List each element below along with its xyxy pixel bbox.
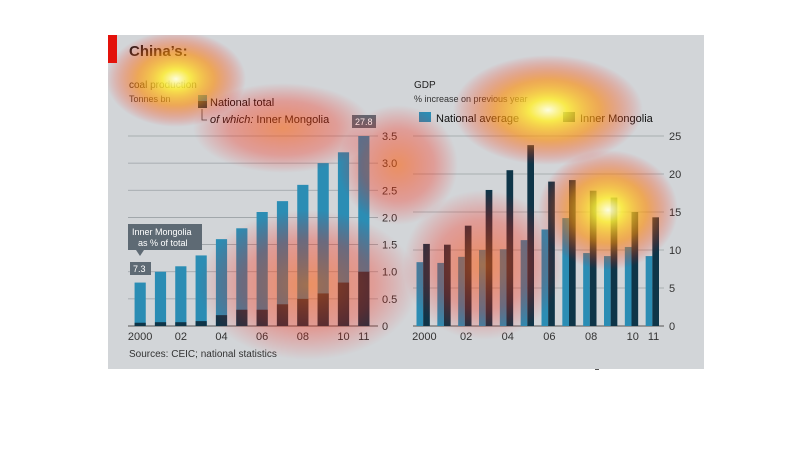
bar-inner-mongolia-gdp — [569, 180, 576, 326]
bar-inner-mongolia-gdp — [444, 244, 451, 326]
bar-national-total — [195, 255, 207, 326]
bar-inner-mongolia-coal — [256, 309, 268, 326]
gdp-bars — [416, 145, 659, 326]
y-tick-label: 3.0 — [382, 158, 397, 170]
bar-national-total — [256, 212, 268, 326]
legend-national-average: National average — [436, 113, 519, 125]
gdp-x-tick-labels: 2000 02 04 06 08 10 11 — [412, 331, 659, 343]
bar-national-average — [437, 262, 444, 326]
bar-national-total — [215, 239, 228, 326]
x-tick-label: 02 — [175, 331, 187, 343]
bar-inner-mongolia-coal — [317, 293, 329, 326]
x-tick-label: 2000 — [412, 331, 436, 343]
y-tick-label: 1.5 — [382, 240, 397, 252]
x-tick-label: 10 — [337, 331, 349, 343]
bar-inner-mongolia-coal — [236, 309, 248, 326]
bar-inner-mongolia-coal — [154, 322, 167, 326]
bar-inner-mongolia-gdp — [631, 212, 639, 326]
legend-inner-mongolia-coal: of which: Inner Mongolia — [210, 114, 330, 126]
y-tick-label: 3.5 — [382, 131, 397, 143]
x-tick-label: 02 — [460, 331, 472, 343]
y-tick-label: 25 — [669, 131, 681, 143]
legend-swatch-inner-mongolia-coal — [198, 101, 207, 108]
annotation-start-badge — [130, 262, 151, 275]
bar-inner-mongolia-gdp — [589, 190, 597, 326]
legend-inner-mongolia-gdp: Inner Mongolia — [580, 113, 654, 125]
bar-national-average — [562, 218, 569, 326]
annotation-pointer — [136, 250, 144, 256]
gdp-chart-title: GDP — [414, 80, 436, 91]
bar-inner-mongolia-gdp — [506, 170, 514, 326]
bar-inner-mongolia-coal — [134, 322, 146, 326]
coal-chart-subtitle: Tonnes bn — [129, 94, 171, 104]
gdp-chart-subtitle: % increase on previous year — [414, 94, 528, 104]
y-tick-label: 0 — [382, 321, 388, 333]
legend-connector — [201, 109, 207, 121]
y-tick-label: 5 — [669, 283, 675, 295]
bar-national-average — [645, 256, 653, 326]
bar-national-average — [458, 256, 465, 326]
x-tick-label: 08 — [585, 331, 597, 343]
bar-inner-mongolia-coal — [215, 315, 228, 326]
bar-national-average — [604, 256, 611, 326]
gdp-y-tick-labels: 0 5 10 15 20 25 — [669, 131, 681, 333]
bar-inner-mongolia-gdp — [527, 145, 534, 326]
bar-inner-mongolia-gdp — [610, 197, 618, 326]
bar-national-average — [499, 249, 507, 326]
coal-x-tick-labels: 2000 02 04 06 08 10 11 — [128, 331, 370, 343]
y-tick-label: 15 — [669, 207, 681, 219]
x-tick-label: 11 — [358, 331, 369, 343]
bar-inner-mongolia-gdp — [485, 189, 493, 326]
x-tick-label: 10 — [627, 331, 639, 343]
bar-national-average — [520, 240, 528, 326]
legend-swatch-inner-mongolia-gdp — [563, 112, 575, 122]
bar-national-average — [583, 253, 590, 326]
x-tick-label: 06 — [256, 331, 268, 343]
y-tick-label: 2.5 — [382, 185, 397, 197]
bar-national-total — [134, 282, 146, 326]
coal-chart-title: coal production — [129, 80, 197, 91]
y-tick-label: 20 — [669, 169, 681, 181]
bar-inner-mongolia-coal — [358, 271, 370, 326]
x-tick-label: 08 — [297, 331, 309, 343]
x-tick-label: 04 — [215, 331, 227, 343]
bar-inner-mongolia-coal — [337, 282, 350, 326]
annotation-start-value: 7.3 — [133, 264, 146, 274]
bar-national-average — [479, 250, 486, 326]
annotation-line2: as % of total — [138, 238, 188, 248]
x-tick-label: 11 — [648, 331, 659, 343]
x-tick-label: 04 — [502, 331, 514, 343]
bar-inner-mongolia-gdp — [464, 225, 472, 326]
legend-swatch-national-average — [419, 112, 431, 122]
y-tick-label: 1.0 — [382, 267, 397, 279]
y-tick-label: 0 — [669, 321, 675, 333]
bar-inner-mongolia-coal — [195, 321, 207, 326]
bar-national-average — [416, 262, 424, 326]
bar-inner-mongolia-coal — [175, 322, 187, 326]
x-tick-label: 06 — [543, 331, 555, 343]
y-tick-label: 2.0 — [382, 212, 397, 224]
bar-inner-mongolia-gdp — [548, 181, 555, 326]
coal-y-tick-labels: 0 0.5 1.0 1.5 2.0 2.5 3.0 3.5 — [382, 131, 397, 333]
bar-national-total — [175, 266, 187, 326]
y-tick-label: 0.5 — [382, 294, 397, 306]
mouse-cursor — [595, 369, 599, 370]
bar-national-total — [154, 271, 167, 326]
bar-inner-mongolia-coal — [276, 304, 289, 326]
bar-inner-mongolia-coal — [297, 298, 309, 326]
bar-national-average — [541, 229, 549, 326]
bar-national-average — [624, 246, 632, 326]
legend-national-total: National total — [210, 97, 274, 109]
y-tick-label: 10 — [669, 245, 681, 257]
legend-prefix: of which: — [210, 114, 253, 126]
bar-inner-mongolia-gdp — [423, 243, 430, 326]
annotation-box — [128, 224, 202, 250]
annotation-end-value: 27.8 — [355, 117, 373, 127]
x-tick-label: 2000 — [128, 331, 152, 343]
bar-inner-mongolia-gdp — [652, 217, 659, 326]
charts-canvas: coal production Tonnes bn National total… — [128, 80, 681, 343]
legend-suffix: Inner Mongolia — [256, 114, 330, 126]
chart-figure: China’s: Sources: CEIC; national statist… — [108, 35, 704, 369]
annotation-line1: Inner Mongolia — [132, 227, 192, 237]
